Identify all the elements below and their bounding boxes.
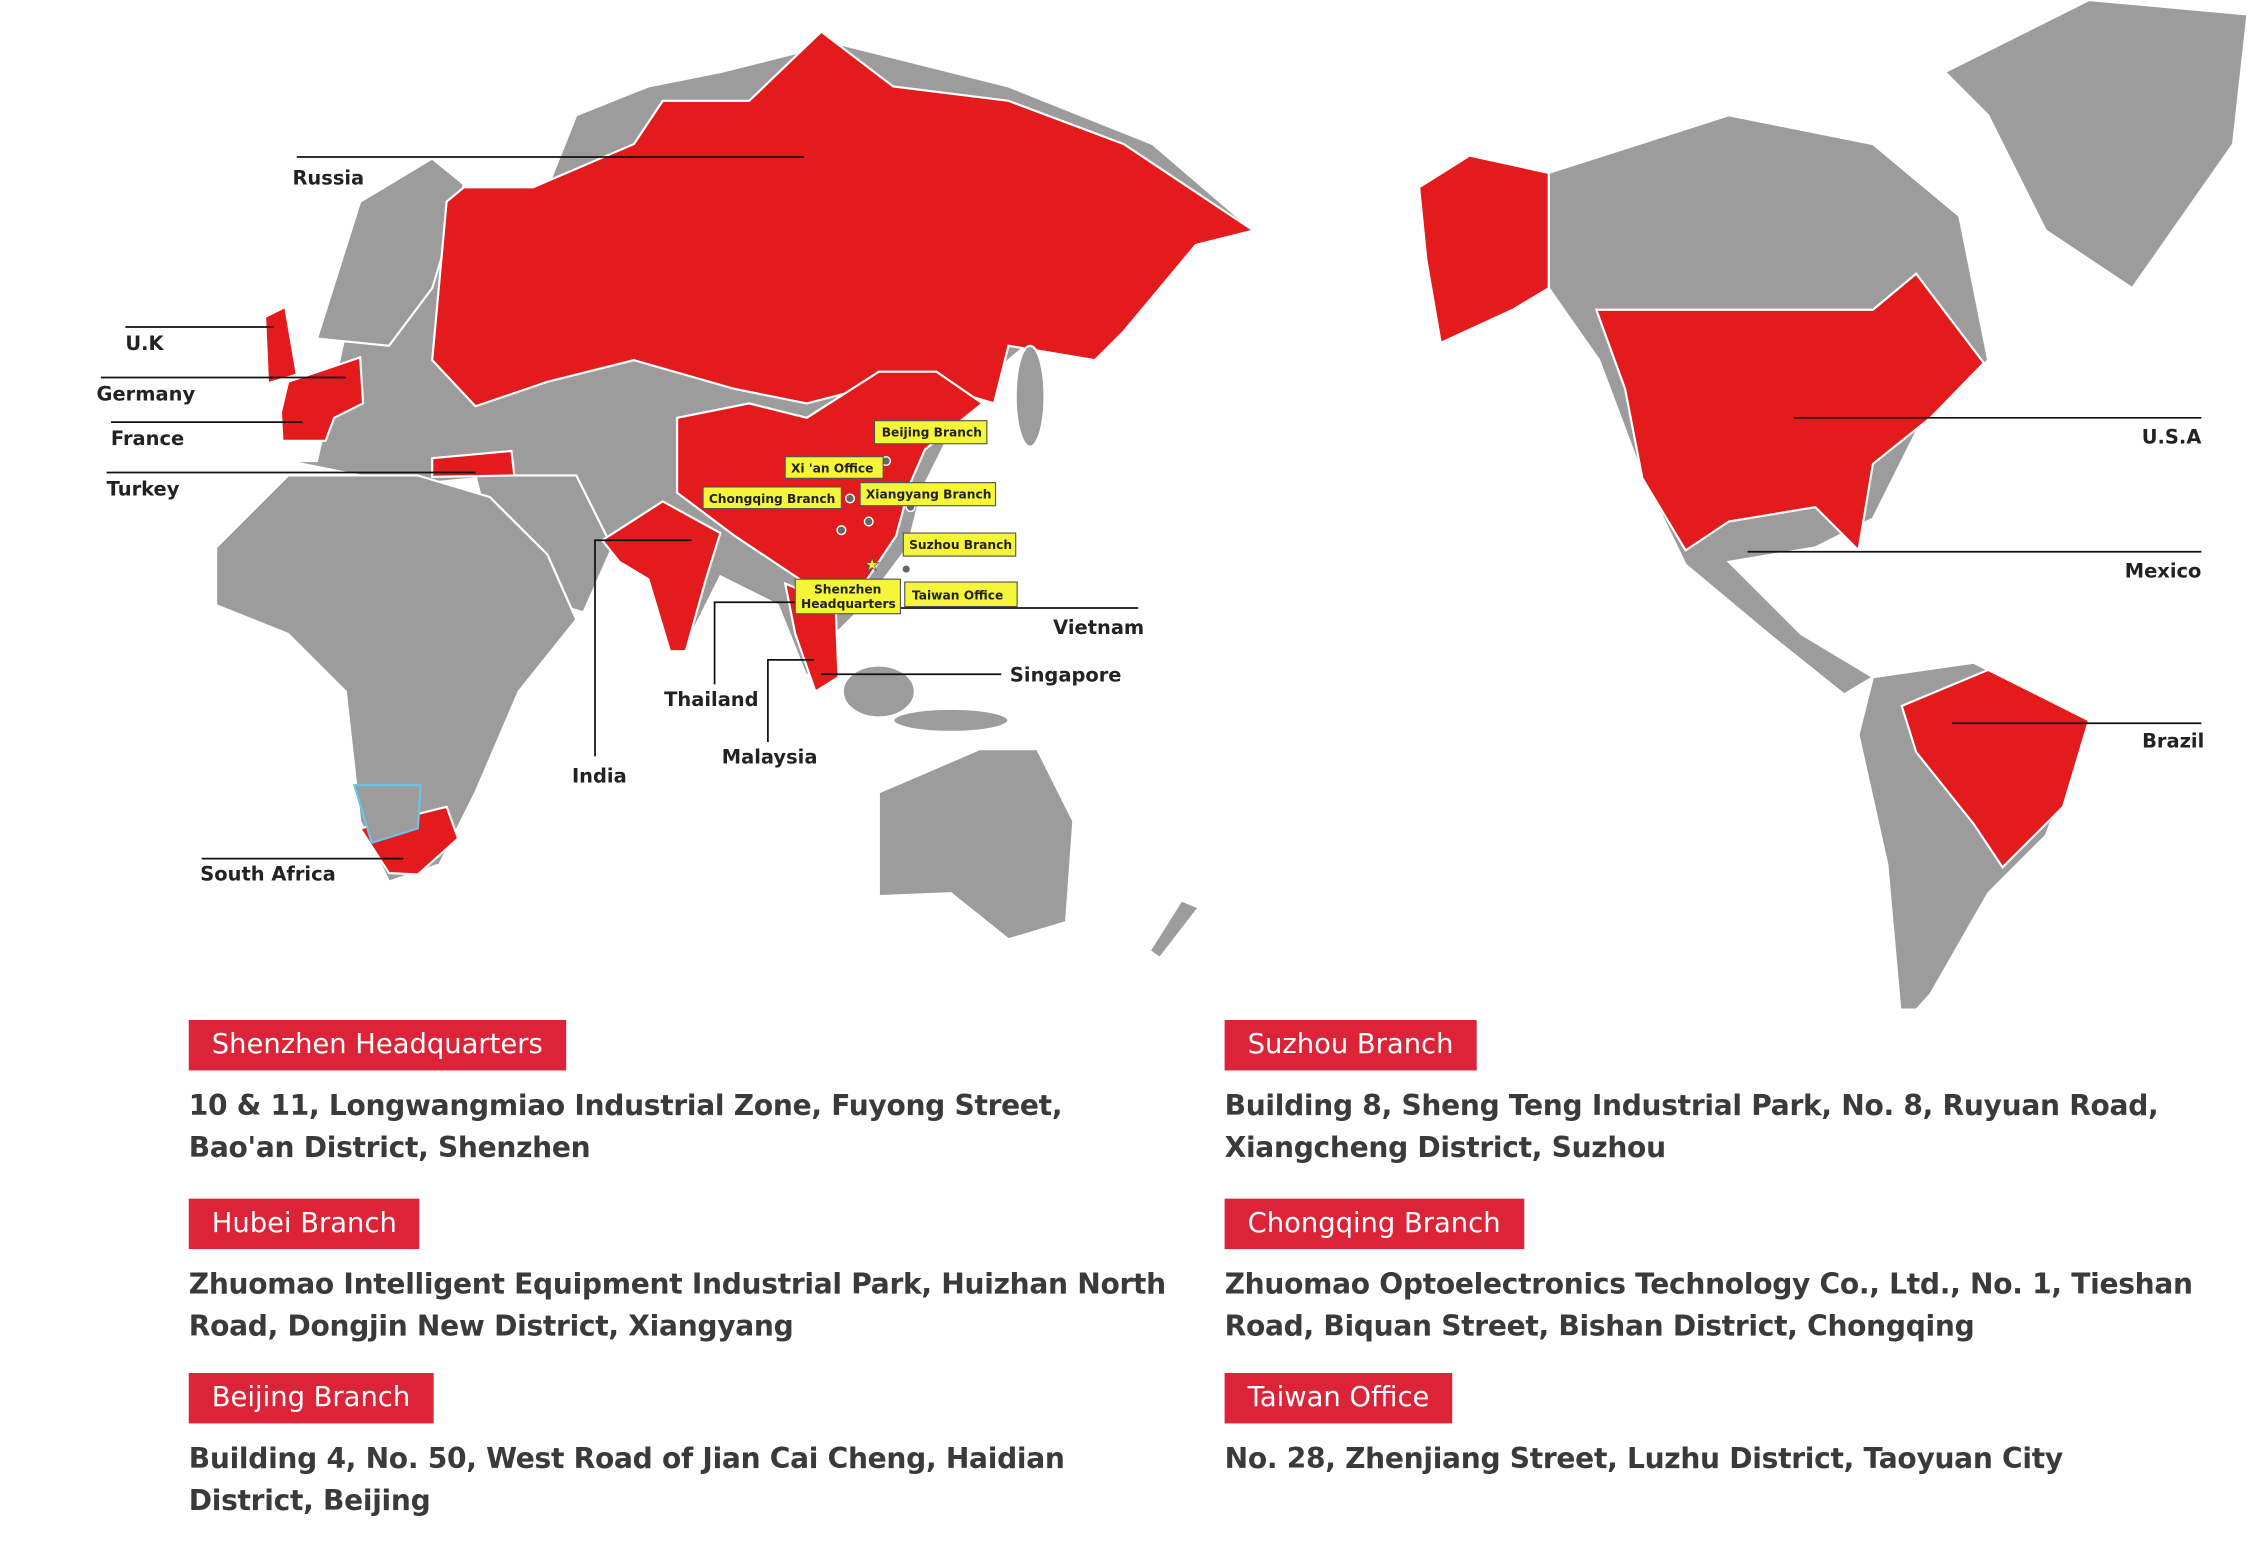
label-south-africa: South Africa — [200, 862, 335, 885]
russia-region — [431, 30, 1257, 408]
office-name: Beijing Branch — [188, 1372, 434, 1424]
office-name: Suzhou Branch — [1224, 1020, 1477, 1071]
office-address: Building 8, Sheng Teng Industrial Park, … — [1224, 1089, 2159, 1165]
callout-xiangyang: Xiangyang Branch — [859, 482, 997, 507]
office-beijing: Beijing Branch Building 4, No. 50, West … — [188, 1372, 1169, 1521]
australia-land — [877, 748, 1075, 941]
svg-text:Chongqing Branch: Chongqing Branch — [709, 492, 836, 506]
label-thailand: Thailand — [664, 688, 758, 711]
label-germany: Germany — [97, 383, 196, 406]
taiwan-dot — [901, 564, 912, 575]
office-name: Chongqing Branch — [1224, 1198, 1524, 1250]
svg-text:Xiangyang Branch: Xiangyang Branch — [866, 487, 992, 501]
alaska-region — [1417, 154, 1550, 345]
label-france: France — [111, 427, 184, 450]
africa-land — [215, 474, 578, 884]
label-turkey: Turkey — [107, 478, 180, 501]
india-region — [600, 500, 722, 653]
office-chongqing: Chongqing Branch Zhuomao Optoelectronics… — [1224, 1198, 2205, 1347]
shenzhen-star-icon: ★ — [864, 556, 879, 576]
callout-beijing: Beijing Branch — [873, 420, 988, 445]
japan-land — [1014, 344, 1046, 448]
office-address: Zhuomao Intelligent Equipment Industrial… — [188, 1267, 1166, 1343]
svg-text:Headquarters: Headquarters — [801, 597, 896, 611]
new-zealand-land — [1148, 899, 1201, 960]
uk-region — [263, 305, 299, 385]
namibia-land — [352, 784, 422, 845]
label-singapore: Singapore — [1010, 663, 1122, 686]
label-usa: U.S.A — [2142, 426, 2202, 449]
world-map: Russia U.K Germany France Turkey India T… — [97, 0, 2249, 1009]
svg-text:Taiwan Office: Taiwan Office — [912, 588, 1003, 602]
office-suzhou: Suzhou Branch Building 8, Sheng Teng Ind… — [1224, 1020, 2205, 1168]
xian-dot — [844, 493, 856, 504]
office-name: Hubei Branch — [188, 1198, 420, 1250]
label-uk: U.K — [125, 332, 164, 355]
callout-taiwan: Taiwan Office — [904, 581, 1018, 608]
chongqing-dot — [836, 525, 847, 536]
label-mexico: Mexico — [2125, 560, 2202, 583]
office-shenzhen: Shenzhen Headquarters 10 & 11, Longwangm… — [188, 1020, 1169, 1168]
svg-text:Beijing Branch: Beijing Branch — [882, 426, 982, 440]
office-address: Zhuomao Optoelectronics Technology Co., … — [1224, 1267, 2193, 1343]
callout-chongqing: Chongqing Branch — [702, 486, 842, 510]
office-name: Taiwan Office — [1224, 1372, 1453, 1424]
label-vietnam: Vietnam — [1053, 616, 1144, 639]
svg-text:Suzhou Branch: Suzhou Branch — [909, 538, 1012, 552]
label-malaysia: Malaysia — [722, 746, 818, 769]
office-hubei: Hubei Branch Zhuomao Intelligent Equipme… — [188, 1198, 1169, 1347]
brazil-region — [1900, 668, 2091, 869]
label-brazil: Brazil — [2142, 730, 2204, 753]
office-taiwan: Taiwan Office No. 28, Zhenjiang Street, … — [1224, 1372, 2205, 1480]
svg-text:Shenzhen: Shenzhen — [814, 583, 881, 597]
xiangyang-dot — [863, 516, 874, 527]
callout-xian: Xi 'an Office — [784, 456, 884, 479]
borneo-land — [841, 664, 916, 719]
greenland-land — [1943, 0, 2249, 290]
callout-suzhou: Suzhou Branch — [902, 532, 1017, 557]
usa-region — [1594, 272, 1986, 553]
label-russia: Russia — [292, 166, 364, 189]
leader-lines — [100, 156, 2202, 860]
office-name: Shenzhen Headquarters — [188, 1020, 566, 1071]
sumatra-land — [892, 707, 1010, 733]
scandinavia-land — [315, 157, 466, 347]
turkey-region — [431, 449, 516, 478]
office-address: Building 4, No. 50, West Road of Jian Ca… — [188, 1442, 1065, 1518]
office-address: No. 28, Zhenjiang Street, Luzhu District… — [1224, 1442, 2064, 1476]
svg-text:Xi 'an Office: Xi 'an Office — [791, 462, 873, 476]
office-address: 10 & 11, Longwangmiao Industrial Zone, F… — [188, 1089, 1063, 1165]
label-india: India — [572, 764, 627, 787]
